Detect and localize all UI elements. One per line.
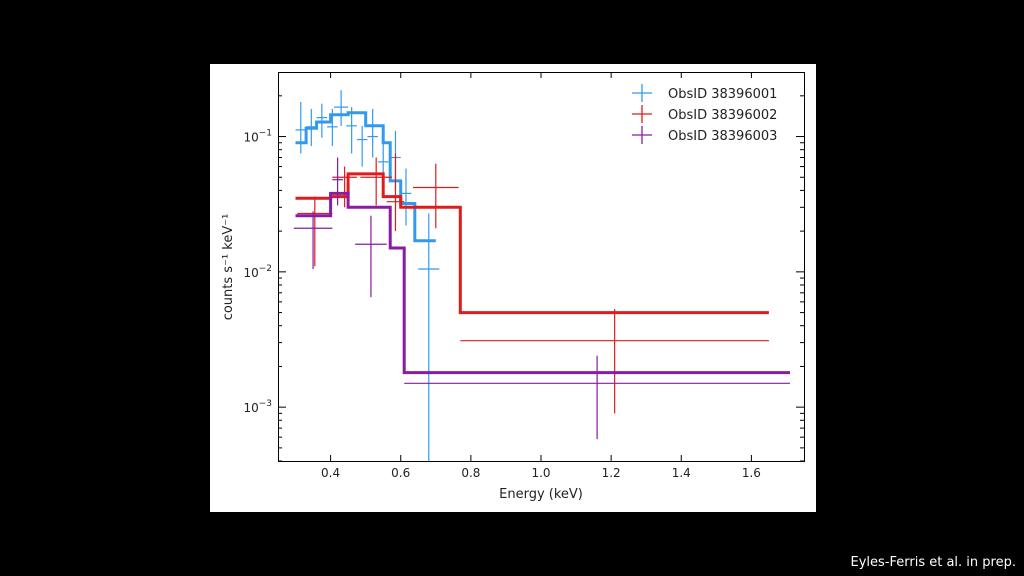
x-tick-label: 1.2 [602, 466, 621, 480]
model-step-line [295, 191, 790, 375]
model-step-line [295, 172, 769, 315]
legend-entry-3: ObsID 38396003 [632, 126, 777, 144]
series-2 [295, 153, 769, 414]
y-tick-label: 10−3 [243, 399, 272, 415]
y-axis-title: counts s⁻¹ keV⁻¹ [221, 214, 236, 321]
series-1 [295, 90, 440, 461]
x-tick-label: 1.0 [531, 466, 550, 480]
y-tick-label: 10−2 [243, 264, 272, 280]
x-tick-label: 0.4 [321, 466, 340, 480]
credit-text: Eyles-Ferris et al. in prep. [850, 555, 1016, 570]
legend-label: ObsID 38396001 [668, 87, 777, 102]
legend-label: ObsID 38396003 [668, 129, 777, 144]
x-tick-label: 0.6 [391, 466, 410, 480]
y-tick-label: 10−1 [243, 129, 272, 145]
x-tick-label: 0.8 [461, 466, 480, 480]
legend-entry-2: ObsID 38396002 [632, 105, 777, 123]
legend-label: ObsID 38396002 [668, 108, 777, 123]
x-axis-title: Energy (keV) [499, 487, 583, 502]
x-tick-label: 1.4 [672, 466, 691, 480]
x-tick-label: 1.6 [742, 466, 761, 480]
series-3 [293, 157, 790, 440]
legend-entry-1: ObsID 38396001 [632, 84, 777, 102]
spectrum-chart: 0.4 0.6 0.8 1.0 1.2 1.4 1.6 10−1 10−2 10−3 ObsID … [221, 72, 805, 502]
figure-panel: 0.4 0.6 0.8 1.0 1.2 1.4 1.6 10−1 10−2 10−3 ObsID … [210, 64, 816, 512]
